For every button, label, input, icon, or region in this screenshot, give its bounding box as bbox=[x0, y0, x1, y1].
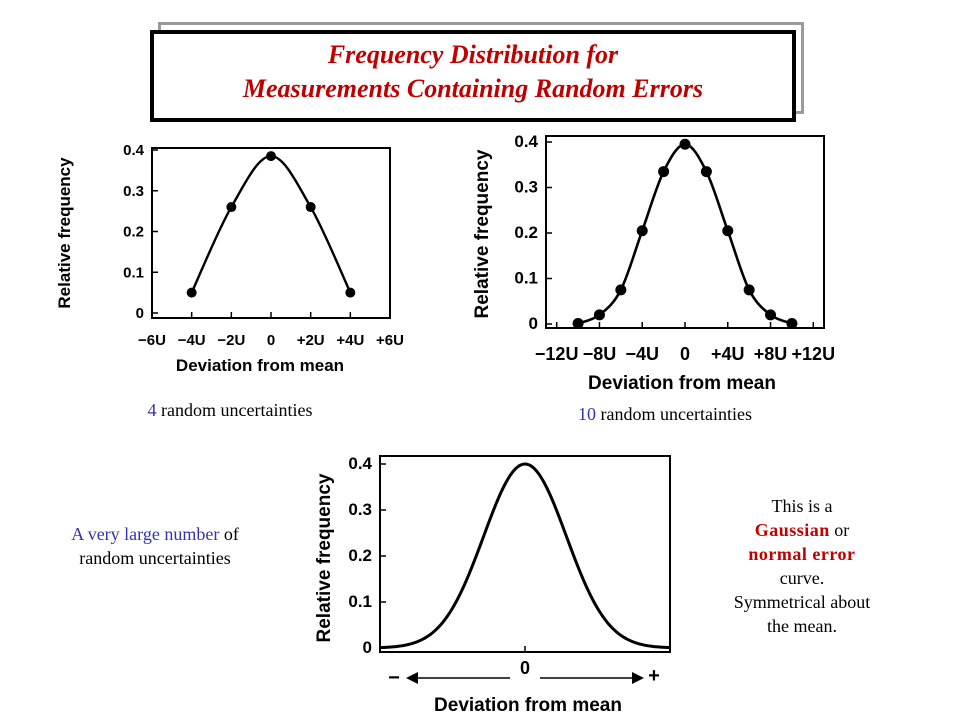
data-point bbox=[615, 284, 627, 296]
note-normal-error: normal error bbox=[748, 544, 856, 564]
y-tick-label: 0.3 bbox=[123, 183, 144, 200]
y-tick-label: 0.3 bbox=[348, 500, 372, 519]
plot-frame bbox=[379, 455, 671, 653]
note-line-5: Symmetrical about bbox=[733, 592, 871, 612]
x-tick-label: −12U bbox=[535, 344, 579, 364]
caption-text: of bbox=[219, 524, 239, 544]
x-tick-label: +6U bbox=[376, 332, 404, 349]
x-tick-labels: −12U −8U −4U 0 +4U +8U +12U bbox=[535, 322, 835, 364]
y-tick-label: 0 bbox=[529, 314, 538, 333]
chart-10-uncertainties: 0 0.1 0.2 0.3 0.4 −12U −8U −4U 0 +4U +8U +12U Rela… bbox=[472, 132, 835, 394]
note-line-1: This is a bbox=[771, 496, 833, 516]
y-tick-label: 0.2 bbox=[348, 546, 372, 565]
y-tick-label: 0 bbox=[363, 638, 372, 657]
y-tick-labels: 0 0.1 0.2 0.3 0.4 bbox=[348, 454, 386, 657]
x-tick-label: 0 bbox=[520, 658, 530, 678]
data-point bbox=[743, 284, 755, 296]
data-point bbox=[572, 318, 584, 330]
plot-frame bbox=[545, 135, 825, 329]
x-tick-label: −8U bbox=[583, 344, 617, 364]
y-tick-labels: 0 0.1 0.2 0.3 0.4 bbox=[123, 142, 158, 322]
y-tick-label: 0.3 bbox=[514, 178, 538, 197]
caption-text-2: random uncertainties bbox=[79, 548, 231, 568]
data-point bbox=[636, 225, 648, 237]
x-tick-label: −4U bbox=[178, 332, 206, 349]
title-line-1: Frequency Distribution for bbox=[327, 40, 619, 69]
y-axis-label: Relative frequency bbox=[472, 149, 493, 318]
caption-text: random uncertainties bbox=[156, 400, 313, 420]
data-point bbox=[658, 166, 670, 178]
x-tick-labels: 0 bbox=[520, 646, 530, 678]
y-axis-label: Relative frequency bbox=[314, 473, 335, 642]
caption-highlight: A very large number bbox=[71, 524, 220, 544]
caption-number: 10 bbox=[578, 404, 597, 424]
left-arrow-head bbox=[406, 672, 418, 684]
data-point bbox=[722, 225, 734, 237]
x-axis-label: Deviation from mean bbox=[176, 356, 344, 375]
x-tick-label: +8U bbox=[754, 344, 788, 364]
x-tick-label: −2U bbox=[217, 332, 245, 349]
y-tick-label: 0.2 bbox=[123, 224, 144, 241]
data-points bbox=[572, 138, 798, 330]
data-point bbox=[765, 309, 777, 321]
x-tick-label: 0 bbox=[267, 332, 275, 349]
slide-title: Frequency Distribution for Measurements … bbox=[154, 38, 792, 106]
note-gaussian: Gaussian bbox=[754, 520, 830, 540]
y-tick-label: 0.4 bbox=[123, 142, 145, 159]
x-tick-label: +4U bbox=[711, 344, 745, 364]
y-tick-label: 0.2 bbox=[514, 223, 538, 242]
x-tick-label: −4U bbox=[625, 344, 659, 364]
x-tick-labels: −6U −4U −2U 0 +2U +4U +6U bbox=[138, 312, 404, 349]
y-tick-label: 0 bbox=[136, 305, 144, 322]
caption-text: random uncertainties bbox=[596, 404, 752, 424]
x-tick-label: −6U bbox=[138, 332, 166, 349]
note-line-6: the mean. bbox=[767, 616, 837, 636]
x-tick-label: +4U bbox=[336, 332, 364, 349]
y-tick-label: 0.1 bbox=[123, 264, 144, 281]
y-tick-label: 0.4 bbox=[514, 132, 538, 151]
y-axis-label: Relative frequency bbox=[55, 157, 74, 309]
chart-gaussian: 0 0.1 0.2 0.3 0.4 0 − + Relative frequency D… bbox=[314, 454, 671, 716]
title-box: Frequency Distribution for Measurements … bbox=[150, 30, 796, 122]
chart-4-uncertainties: 0 0.1 0.2 0.3 0.4 −6U −4U −2U 0 +2U +4U +6U Relati… bbox=[55, 142, 404, 375]
caption-10-uncertainties: 10 random uncertainties bbox=[520, 402, 810, 426]
caption-large-number: A very large number of random uncertaint… bbox=[20, 522, 290, 570]
data-point bbox=[266, 151, 276, 162]
caption-number: 4 bbox=[147, 400, 157, 420]
x-left-sign: − bbox=[388, 667, 400, 689]
data-points bbox=[186, 151, 356, 298]
x-tick-label: 0 bbox=[680, 344, 690, 364]
data-point bbox=[305, 202, 316, 213]
data-point bbox=[345, 287, 356, 298]
series-line bbox=[190, 154, 352, 294]
data-point bbox=[226, 202, 237, 213]
data-point bbox=[679, 138, 691, 150]
data-point bbox=[186, 287, 197, 298]
caption-gaussian-note: This is a Gaussian or normal error curve… bbox=[700, 494, 904, 638]
x-axis-label: Deviation from mean bbox=[434, 695, 622, 716]
data-point bbox=[786, 318, 798, 330]
gaussian-curve bbox=[379, 462, 671, 650]
note-curve: curve. bbox=[779, 568, 825, 588]
title-line-2: Measurements Containing Random Errors bbox=[242, 74, 704, 103]
series-line bbox=[577, 142, 793, 325]
x-tick-label: +12U bbox=[792, 344, 836, 364]
y-tick-labels: 0 0.1 0.2 0.3 0.4 bbox=[514, 132, 552, 333]
y-tick-label: 0.1 bbox=[514, 269, 538, 288]
right-arrow-head bbox=[632, 672, 644, 684]
data-point bbox=[700, 166, 712, 178]
caption-4-uncertainties: 4 random uncertainties bbox=[90, 398, 370, 422]
y-tick-label: 0.1 bbox=[348, 592, 372, 611]
x-right-sign: + bbox=[648, 665, 660, 687]
note-or: or bbox=[829, 520, 850, 540]
x-axis-label: Deviation from mean bbox=[588, 373, 776, 394]
y-tick-label: 0.4 bbox=[348, 454, 372, 473]
x-axis-arrows: − + bbox=[388, 665, 660, 689]
x-tick-label: +2U bbox=[297, 332, 325, 349]
data-point bbox=[593, 309, 605, 321]
